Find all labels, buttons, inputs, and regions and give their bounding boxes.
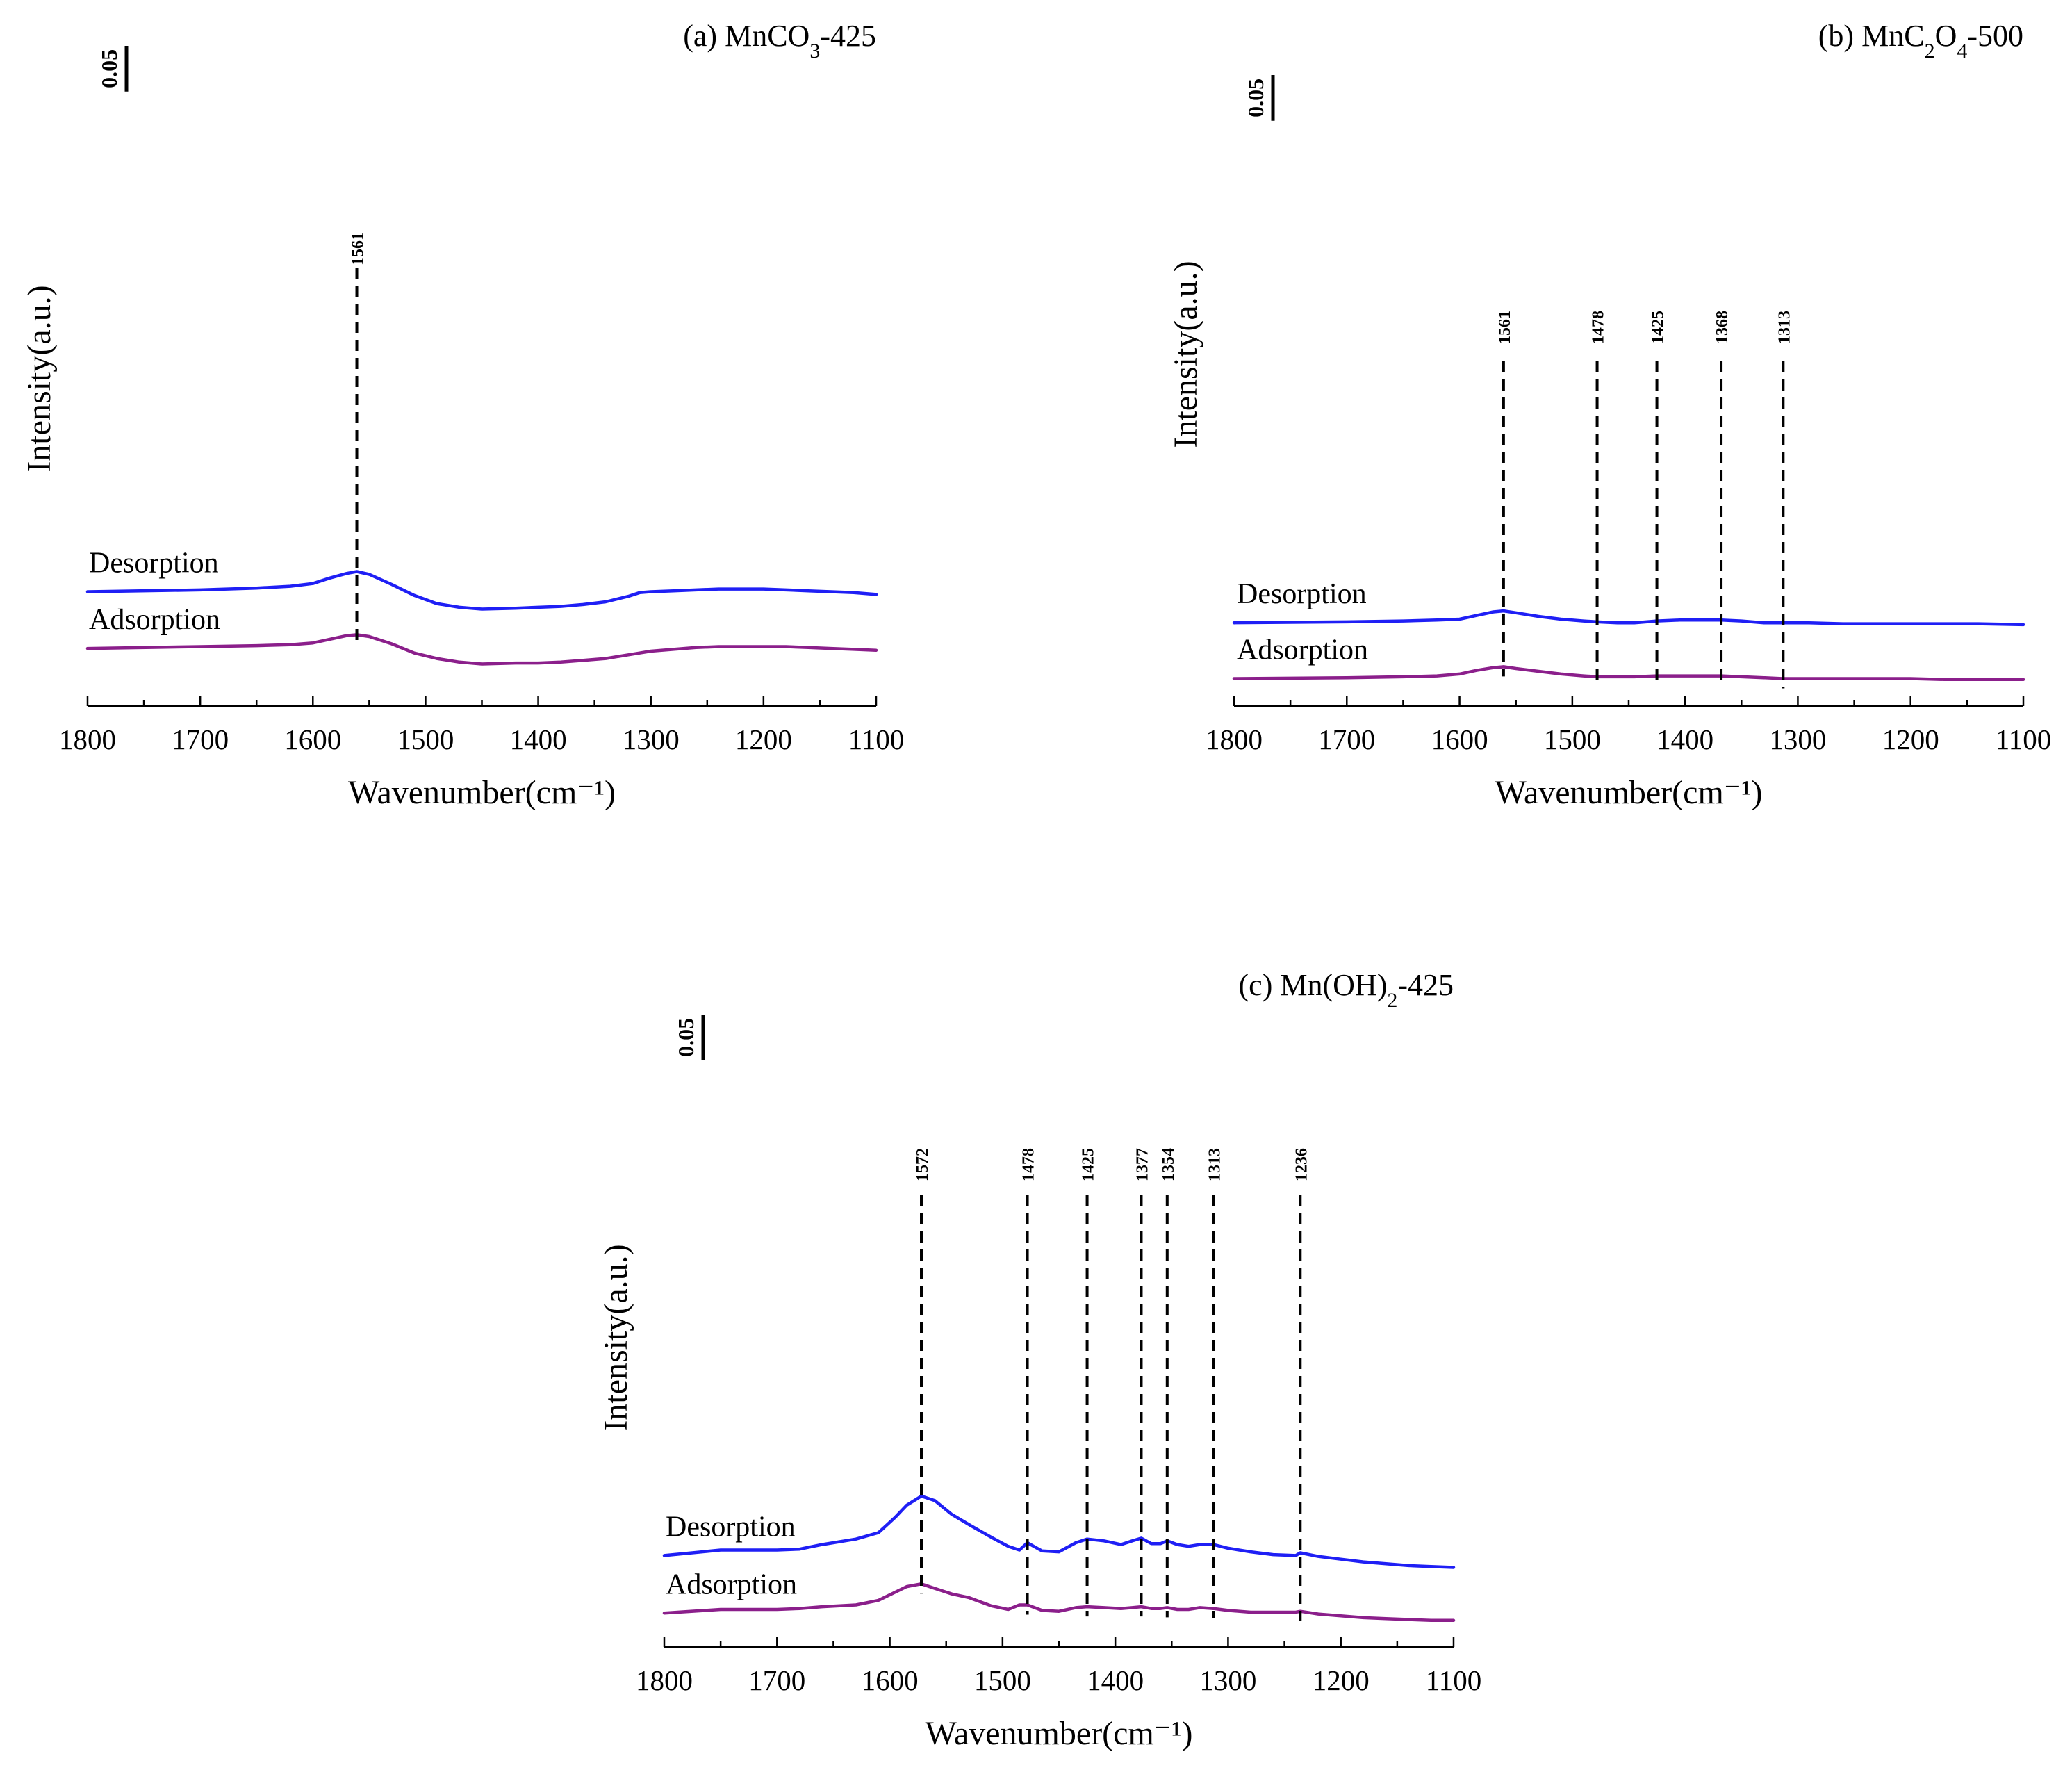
panel-title-main: (c) Mn(OH)	[1239, 968, 1388, 1002]
panel-title-suffix: -500	[1967, 19, 2023, 53]
peak-label: 1561	[1496, 311, 1514, 344]
peak-label: 1368	[1713, 311, 1732, 344]
x-tick-label: 1600	[862, 1664, 919, 1696]
x-tick-label: 1100	[848, 723, 904, 755]
panel-title-subscript-2: 4	[1957, 40, 1967, 63]
x-axis-title: Wavenumber(cm⁻¹)	[348, 774, 616, 811]
peak-label: 1561	[350, 232, 368, 265]
x-tick-label: 1200	[735, 723, 792, 755]
panel-title-mid: O	[1935, 19, 1957, 53]
x-tick-label: 1300	[1769, 723, 1826, 755]
curve-label-desorption: Desorption	[1237, 578, 1367, 610]
panel-title: (b) MnC2O4-500	[1818, 19, 2023, 63]
peak-label: 1478	[1020, 1148, 1038, 1181]
x-tick-label: 1400	[1087, 1664, 1144, 1696]
series-line-adsorption	[85, 633, 878, 666]
x-tick-label: 1800	[1206, 723, 1263, 755]
x-tick-label: 1300	[623, 723, 680, 755]
peak-label: 1313	[1206, 1148, 1224, 1181]
x-tick-label: 1600	[1431, 723, 1488, 755]
peak-label: 1572	[914, 1148, 932, 1181]
panel-title-subscript: 3	[809, 40, 820, 63]
panel-title-main: (a) MnCO	[683, 19, 809, 53]
curve-label-adsorption: Adsorption	[89, 604, 220, 636]
x-tick-label: 1500	[1544, 723, 1601, 755]
panel-title-suffix: -425	[820, 19, 876, 53]
x-axis-title: Wavenumber(cm⁻¹)	[1495, 774, 1762, 811]
x-tick-label: 1400	[510, 723, 567, 755]
x-tick-label: 1400	[1656, 723, 1713, 755]
x-tick-label: 1700	[748, 1664, 805, 1696]
x-tick-label: 1200	[1882, 723, 1939, 755]
series-line-desorption	[1232, 609, 2025, 627]
panel-title-subscript: 2	[1387, 989, 1397, 1012]
x-tick-label: 1500	[397, 723, 454, 755]
curve-label-desorption: Desorption	[666, 1511, 796, 1543]
peak-label: 1354	[1160, 1148, 1178, 1181]
x-tick-label: 1800	[636, 1664, 693, 1696]
peak-label: 1313	[1775, 311, 1793, 344]
peak-label: 1425	[1650, 311, 1668, 344]
x-tick-label: 1800	[59, 723, 116, 755]
y-axis-title: Intensity(a.u.)	[598, 1244, 634, 1431]
x-tick-label: 1700	[172, 723, 229, 755]
x-tick-label: 1200	[1313, 1664, 1370, 1696]
x-tick-label: 1700	[1318, 723, 1375, 755]
peak-label: 1478	[1590, 311, 1608, 344]
peak-label: 1236	[1292, 1148, 1310, 1181]
panel-title-subscript: 2	[1925, 40, 1935, 63]
curve-label-desorption: Desorption	[89, 548, 219, 580]
peak-label: 1425	[1080, 1148, 1098, 1181]
x-tick-label: 1100	[1426, 1664, 1481, 1696]
scale-bar-label: 0.05	[1243, 79, 1268, 117]
scale-bar-label: 0.05	[97, 49, 122, 88]
y-axis-title: Intensity(a.u.)	[1167, 261, 1204, 448]
panel-title-suffix: -425	[1397, 968, 1454, 1002]
panel-title-main: (b) MnC	[1818, 19, 1925, 53]
panel-c: (c) Mn(OH)2-425 0.05 Intensity(a.u.) 1800 17…	[598, 968, 1481, 1752]
series-line-adsorption	[1232, 665, 2025, 682]
x-tick-label: 1500	[974, 1664, 1031, 1696]
curve-label-adsorption: Adsorption	[666, 1568, 797, 1600]
panel-title: (c) Mn(OH)2-425	[1239, 968, 1454, 1012]
peak-label: 1377	[1133, 1148, 1151, 1181]
series-line-desorption	[85, 570, 878, 611]
curve-label-adsorption: Adsorption	[1237, 634, 1368, 666]
panel-title: (a) MnCO3-425	[683, 19, 876, 63]
x-tick-label: 1600	[284, 723, 341, 755]
panel-b: (b) MnC2O4-500 0.05 Intensity(a.u.) 1800 170…	[1167, 19, 2051, 811]
x-tick-label: 1100	[1996, 723, 2051, 755]
scale-bar-label: 0.05	[673, 1018, 698, 1057]
x-axis-title: Wavenumber(cm⁻¹)	[925, 1715, 1192, 1752]
x-tick-label: 1300	[1199, 1664, 1256, 1696]
panel-a: (a) MnCO3-425 0.05 Intensity(a.u.) 1800 1700…	[21, 19, 904, 811]
y-axis-title: Intensity(a.u.)	[21, 285, 58, 472]
series-line-desorption	[662, 1494, 1456, 1569]
